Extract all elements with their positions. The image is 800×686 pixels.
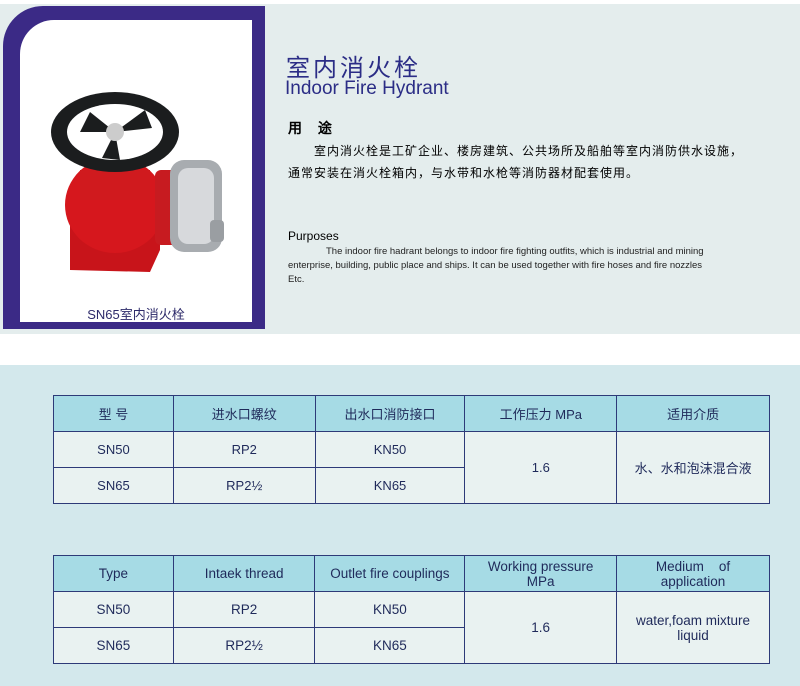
spec-table-chinese: 型 号 进水口螺纹 出水口消防接口 工作压力 MPa 适用介质 SN50 RP2… [53,395,770,504]
table-row: SN65 RP2½ KN65 [53,467,770,504]
usage-line: 通常安装在消火栓箱内，与水带和水枪等消防器材配套使用。 [288,166,640,180]
cell: RP2 [172,591,316,628]
fire-hydrant-image [51,92,224,272]
product-caption: SN65室内消火栓 [87,307,185,322]
title-chinese: 室内消火栓 [286,55,421,82]
product-image-area: SN65室内消火栓 [20,20,252,322]
usage-text: 室内消火栓是工矿企业、楼房建筑、公共场所及船舶等室内消防供水设施， 通常安装在消… [288,140,788,184]
cell: KN65 [314,627,466,664]
cell: KN65 [314,467,466,504]
table-row: SN50 RP2 KN50 1.6 water,foam mixture liq… [53,591,770,664]
medium-cell: 水、水和泡沫混合液 [616,431,770,504]
usage-heading: 用 途 [288,120,338,136]
header-cell: 型 号 [53,395,174,432]
cell: SN65 [53,627,174,664]
purposes-line: Etc. [288,274,305,285]
cell: SN65 [53,467,174,504]
cell: RP2½ [172,627,316,664]
header-cell: 出水口消防接口 [314,395,466,432]
cell: SN50 [53,431,174,468]
header-cell: Outlet fire couplings [314,555,466,592]
product-frame: SN65室内消火栓 [3,6,265,329]
header-cell: 工作压力 MPa [464,395,618,432]
table-row: SN50 RP2 KN50 1.6 水、水和泡沫混合液 [53,431,770,504]
header-cell: Medium of application [616,555,770,592]
cell: RP2 [172,431,316,468]
purposes-heading: Purposes [288,229,339,243]
header-cell: Working pressure MPa [464,555,618,592]
purposes-line: The indoor fire hadrant belongs to indoo… [326,246,704,257]
usage-line: 室内消火栓是工矿企业、楼房建筑、公共场所及船舶等室内消防供水设施， [314,144,744,158]
title-english: Indoor Fire Hydrant [285,78,449,99]
table-row: SN65 RP2½ KN65 [53,627,770,664]
header-cell: 进水口螺纹 [172,395,316,432]
header-cell: 适用介质 [616,395,770,432]
header-cell: Type [53,555,174,592]
header-cell: Intaek thread [172,555,316,592]
purposes-text: The indoor fire hadrant belongs to indoo… [288,245,793,287]
cell: KN50 [314,431,466,468]
cell: SN50 [53,591,174,628]
cell: KN50 [314,591,466,628]
medium-cell: water,foam mixture liquid [616,591,770,664]
pressure-cell: 1.6 [464,431,618,504]
spec-table-english: Type Intaek thread Outlet fire couplings… [53,555,770,664]
pressure-cell: 1.6 [464,591,618,664]
cell: RP2½ [172,467,316,504]
purposes-line: enterprise, building, public place and s… [288,260,703,271]
